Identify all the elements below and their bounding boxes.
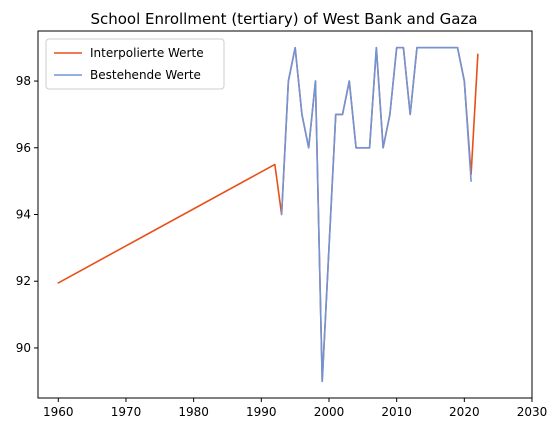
series-line-2 bbox=[280, 46, 472, 383]
y-tick-label: 98 bbox=[16, 74, 31, 88]
x-tick-label: 1970 bbox=[111, 405, 142, 419]
y-tick-label: 92 bbox=[16, 274, 31, 288]
y-axis: 90 92 94 96 98 bbox=[16, 74, 38, 355]
y-tick-label: 94 bbox=[16, 208, 31, 222]
x-tick-label: 2010 bbox=[381, 405, 412, 419]
x-tick-label: 2000 bbox=[314, 405, 345, 419]
x-tick-label: 1960 bbox=[43, 405, 74, 419]
x-tick-label: 1990 bbox=[246, 405, 277, 419]
x-axis: 1960 1970 1980 1990 2000 2010 2020 2030 bbox=[43, 398, 547, 419]
x-tick-label: 2020 bbox=[449, 405, 480, 419]
series-line-1 bbox=[57, 46, 479, 383]
x-tick-label: 1980 bbox=[178, 405, 209, 419]
plot-area bbox=[57, 46, 479, 383]
chart-title: School Enrollment (tertiary) of West Ban… bbox=[90, 10, 477, 28]
x-tick-label: 2030 bbox=[517, 405, 548, 419]
legend-label-2: Bestehende Werte bbox=[90, 68, 201, 82]
legend: Interpolierte Werte Bestehende Werte bbox=[45, 38, 225, 90]
y-tick-label: 96 bbox=[16, 141, 31, 155]
y-tick-label: 90 bbox=[16, 341, 31, 355]
legend-box bbox=[45, 38, 225, 90]
legend-label-1: Interpolierte Werte bbox=[90, 46, 204, 60]
axes-frame bbox=[37, 30, 533, 399]
